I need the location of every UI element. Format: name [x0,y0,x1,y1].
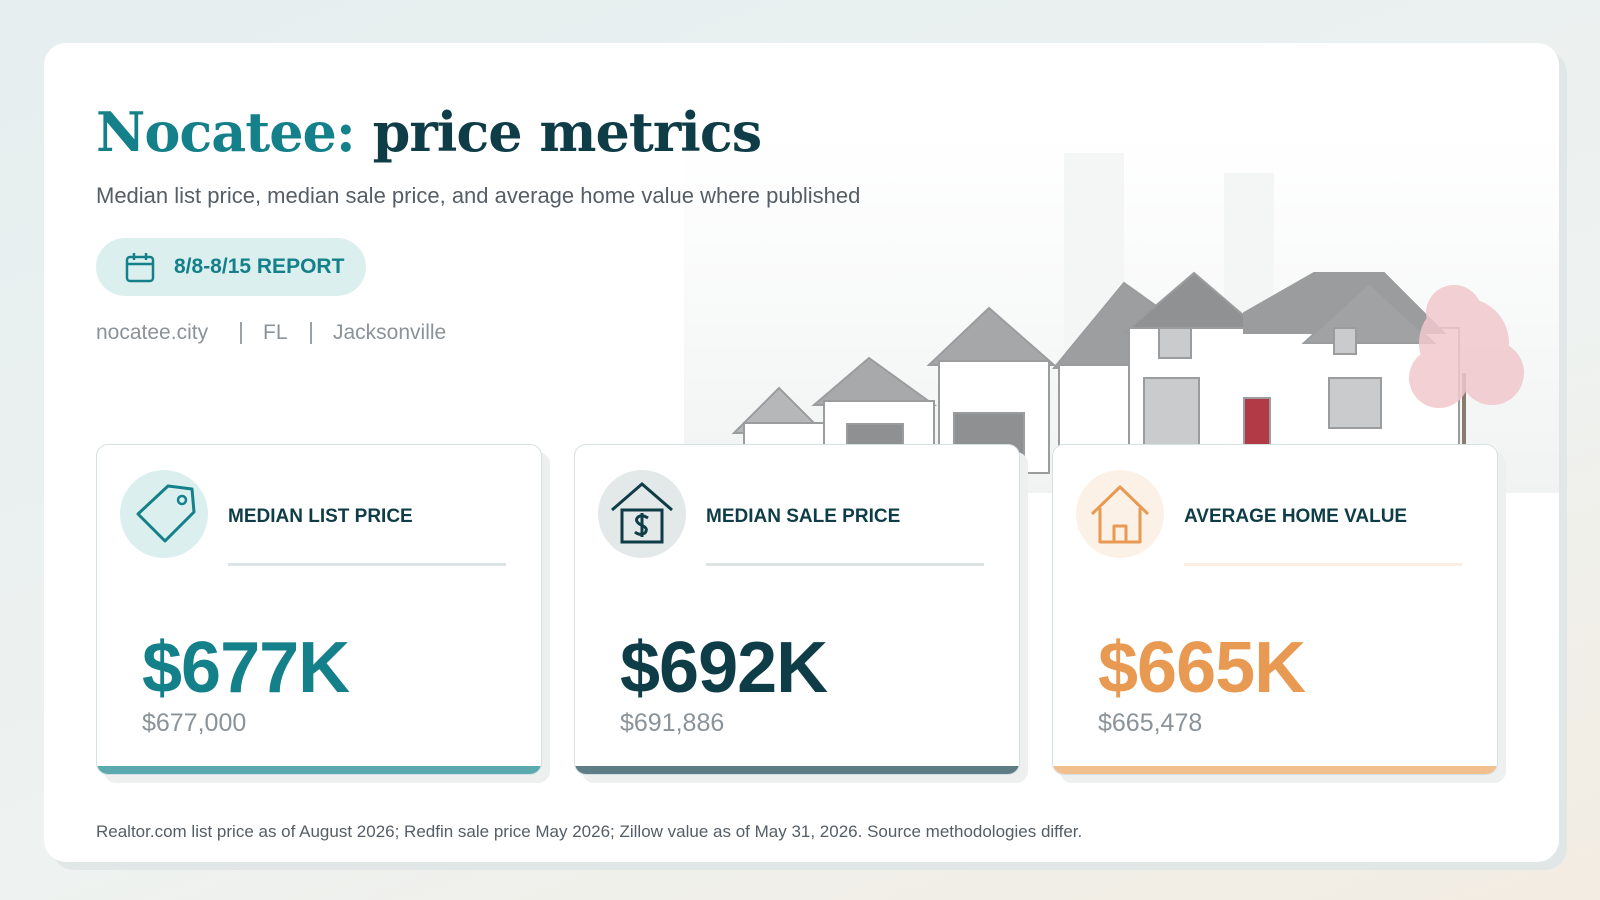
metric-exact: $691,886 [620,709,725,737]
metric-label: MEDIAN SALE PRICE [706,506,901,527]
accent-bar [97,766,541,774]
page-title: Nocatee: price metrics [96,100,762,164]
separator [240,322,242,344]
separator [310,322,312,344]
report-badge: 8/8-8/15 REPORT [96,238,366,296]
location-item: FL [263,321,288,344]
subtitle: Median list price, median sale price, an… [96,183,861,208]
icon-circle [1076,470,1164,558]
report-label: 8/8-8/15 REPORT [174,255,345,278]
metric-exact: $677,000 [142,709,247,737]
metric-card: MEDIAN SALE PRICE $692K $691,886 [574,444,1020,775]
accent-bar [575,766,1019,774]
accent-bar [1053,766,1497,774]
divider [706,563,984,566]
metric-value: $665K [1098,628,1306,708]
house-icon [1090,485,1150,544]
tag-icon [136,484,196,543]
house-illustration [684,133,1559,493]
metric-label: MEDIAN LIST PRICE [228,506,413,527]
metric-value: $692K [620,628,828,708]
metric-card: MEDIAN LIST PRICE $677K $677,000 [96,444,542,775]
house-dollar-icon [611,482,673,544]
houses [731,271,1460,476]
tree-blossom [1409,285,1524,408]
icon-circle [120,470,208,558]
metric-exact: $665,478 [1098,709,1203,737]
metric-label: AVERAGE HOME VALUE [1184,506,1408,527]
metric-card: AVERAGE HOME VALUE $665K $665,478 [1052,444,1498,775]
metric-value: $677K [142,628,350,708]
title-rest: price metrics [372,100,762,164]
divider [228,563,506,566]
location-item: Jacksonville [333,321,447,344]
icon-circle [598,470,686,558]
footnote: Realtor.com list price as of August 2026… [96,822,1083,841]
divider [1184,563,1462,566]
title-accent: Nocatee: [96,100,356,164]
location-item: nocatee.city [96,321,209,344]
calendar-icon [125,253,155,283]
